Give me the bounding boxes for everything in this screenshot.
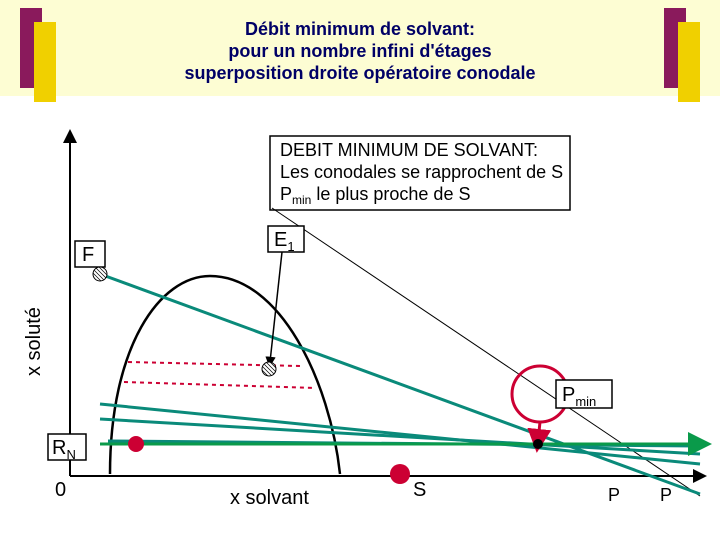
label-RN: RN — [48, 434, 86, 462]
dot-E1 — [262, 362, 276, 376]
info-line1: DEBIT MINIMUM DE SOLVANT: — [280, 140, 538, 160]
label-F: F — [75, 241, 105, 267]
y-axis-label: x soluté — [23, 307, 45, 376]
pmin-pointer — [538, 422, 540, 441]
label-Pmin: Pmin — [556, 380, 612, 409]
operating-line-3 — [100, 419, 700, 454]
tie-line-2 — [124, 382, 315, 388]
dot-s — [390, 464, 410, 484]
svg-text:F: F — [82, 244, 94, 266]
title-line1: Débit minimum de solvant: — [245, 19, 475, 39]
diagram-svg: 0 x solvant x soluté DEBIT MINIMUM DE SO… — [0, 96, 720, 540]
header-banner: Débit minimum de solvant: pour un nombre… — [0, 0, 720, 96]
operating-line-2 — [100, 404, 700, 464]
label-E1: E1 — [268, 226, 304, 254]
label-P2: P — [660, 485, 672, 505]
label-P1: P — [608, 485, 620, 505]
origin-label: 0 — [55, 479, 66, 501]
title-line2: pour un nombre infini d'étages — [228, 41, 491, 61]
dot-rn — [128, 436, 144, 452]
dot-F — [93, 267, 107, 281]
info-line2: Les conodales se rapprochent de S — [280, 162, 563, 182]
dot-pmin — [533, 439, 543, 449]
label-S: S — [413, 479, 426, 501]
page-title: Débit minimum de solvant: pour un nombre… — [0, 18, 720, 84]
x-axis-label: x solvant — [230, 487, 309, 509]
title-line3: superposition droite opératoire conodale — [184, 63, 535, 83]
